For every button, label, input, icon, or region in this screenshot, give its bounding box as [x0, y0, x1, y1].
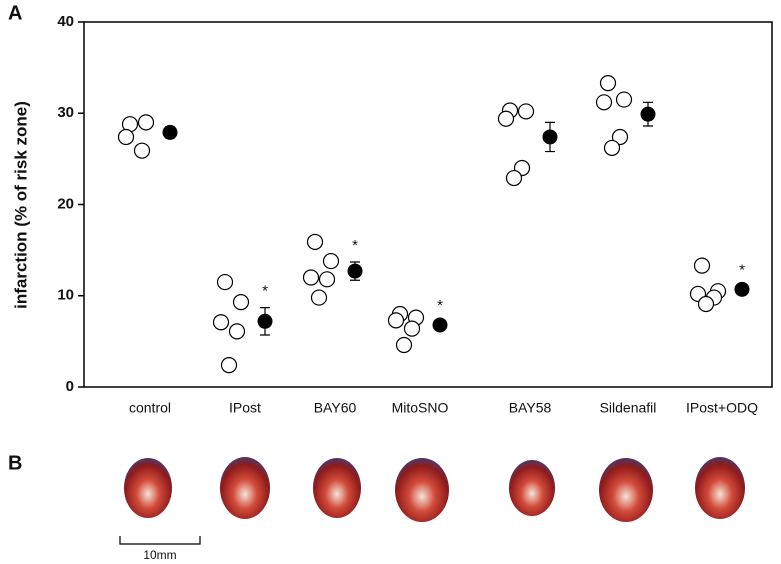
significance-mark: * [262, 283, 268, 300]
x-tick-label: MitoSNO [392, 400, 449, 416]
heart-slice [395, 458, 449, 522]
panel-label: B [8, 452, 22, 474]
x-tick-label: IPost [229, 400, 261, 416]
y-tick-label: 20 [57, 195, 74, 212]
y-tick-label: 10 [57, 287, 74, 304]
data-point [234, 295, 249, 310]
data-point [605, 140, 620, 155]
mean-point [163, 125, 178, 140]
data-point [601, 76, 616, 91]
data-point [405, 321, 420, 336]
data-point [119, 129, 134, 144]
data-point [499, 111, 514, 126]
data-point [507, 171, 522, 186]
heart-slice [599, 458, 653, 522]
mean-point [258, 314, 273, 329]
data-point [304, 270, 319, 285]
data-point [308, 234, 323, 249]
scale-bar [120, 536, 200, 544]
data-point [617, 92, 632, 107]
y-tick-label: 40 [57, 13, 74, 30]
data-point [214, 315, 229, 330]
heart-images [124, 457, 745, 522]
heart-slice [313, 458, 361, 518]
plot-frame [84, 22, 772, 387]
data-point [324, 254, 339, 269]
mean-point [433, 317, 448, 332]
scale-bar-label: 10mm [143, 548, 176, 562]
significance-mark: * [437, 297, 443, 314]
x-tick-label: IPost+ODQ [686, 400, 758, 416]
data-point [139, 115, 154, 130]
mean-point [735, 282, 750, 297]
y-tick-label: 0 [66, 378, 74, 395]
data-point [320, 272, 335, 287]
significance-mark: * [739, 262, 745, 279]
y-axis-label: infarction (% of risk zone) [11, 101, 30, 309]
data-point [389, 313, 404, 328]
x-tick-label: BAY60 [314, 400, 357, 416]
data-point [312, 290, 327, 305]
x-tick-label: BAY58 [509, 400, 552, 416]
mean-point [641, 107, 656, 122]
data-point [695, 258, 710, 273]
x-tick-label: control [129, 400, 171, 416]
data-point [230, 324, 245, 339]
heart-slice [509, 460, 555, 516]
heart-slice [220, 457, 270, 519]
heart-slice [695, 457, 745, 519]
figure: A B infarction (% of risk zone) 10mm 0 10… [0, 0, 781, 564]
data-point [135, 143, 150, 158]
y-tick-label: 30 [57, 104, 74, 121]
panel-label: A [8, 2, 22, 24]
x-tick-label: Sildenafil [600, 400, 657, 416]
data-point [218, 275, 233, 290]
mean-point [348, 264, 363, 279]
data-point [397, 338, 412, 353]
data-point [222, 358, 237, 373]
data-point [597, 95, 612, 110]
mean-point [543, 129, 558, 144]
heart-slice [124, 458, 172, 518]
significance-mark: * [352, 237, 358, 254]
data-point [519, 104, 534, 119]
data-point [699, 296, 714, 311]
